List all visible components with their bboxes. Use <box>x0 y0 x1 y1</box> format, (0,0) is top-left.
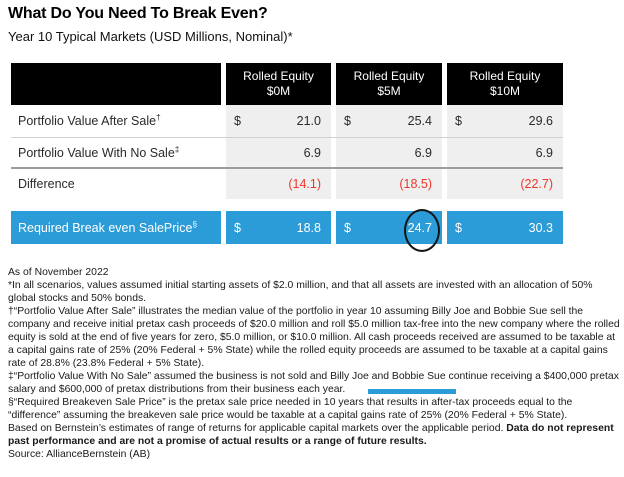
table-row-portfolio-value-after-sale: Portfolio Value After Sale† $ 21.0 $ 25.… <box>11 105 563 138</box>
cell-value: 6.9 <box>414 145 432 160</box>
column-header-rolled-equity-10m: Rolled Equity $10M <box>447 63 563 105</box>
cell-currency: $ <box>344 220 351 235</box>
footnote-star: *In all scenarios, values assumed initia… <box>8 280 593 304</box>
col-header-line1: Rolled Equity <box>243 69 314 83</box>
disclaimer: Based on Bernstein’s estimates of range … <box>8 422 620 448</box>
table-row-required-breakeven-sale-price: Required Break even SalePrice§ $ 18.8 $ … <box>11 211 563 244</box>
footnote-section: §“Required Breakeven Sale Price” is the … <box>8 397 573 421</box>
cell-currency: $ <box>234 114 241 128</box>
footnote-marker: ‡ <box>174 143 180 154</box>
column-header-rolled-equity-0m: Rolled Equity $0M <box>226 63 331 105</box>
cell-value: 18.8 <box>296 220 321 235</box>
table-cell: 6.9 <box>226 138 331 167</box>
table-row-difference: Difference (14.1) (18.5) (22.7) <box>11 169 563 199</box>
disclaimer-normal: Based on Bernstein’s estimates of range … <box>8 423 507 434</box>
col-header-line2: $0M <box>266 84 291 98</box>
cell-value: 6.9 <box>303 145 321 160</box>
col-header-line1: Rolled Equity <box>353 69 425 83</box>
breakeven-table: Rolled Equity $0M Rolled Equity $5M Roll… <box>11 63 563 244</box>
table-cell: $ 25.4 <box>336 105 442 137</box>
cell-currency: $ <box>455 114 462 128</box>
highlight-bar-annotation <box>368 389 456 394</box>
table-cell: $ 30.3 <box>447 211 563 244</box>
table-cell: (22.7) <box>447 169 563 199</box>
cell-currency: $ <box>455 220 462 235</box>
cell-value: 21.0 <box>296 114 321 128</box>
table-cell: $ 18.8 <box>226 211 331 244</box>
row-label: Difference <box>11 169 221 199</box>
col-header-line2: $5M <box>377 84 401 98</box>
page-subtitle: Year 10 Typical Markets (USD Millions, N… <box>8 29 293 44</box>
cell-value: 29.6 <box>528 114 553 128</box>
cell-value-negative: (18.5) <box>399 177 432 191</box>
cell-value-negative: (14.1) <box>288 177 321 191</box>
column-header-blank <box>11 63 221 105</box>
table-row-portfolio-value-no-sale: Portfolio Value With No Sale‡ 6.9 6.9 6.… <box>11 138 563 169</box>
cell-value: 25.4 <box>407 114 432 128</box>
table-cell: $ 21.0 <box>226 105 331 137</box>
cell-currency: $ <box>344 114 351 128</box>
footnote-dagger: †“Portfolio Value After Sale” illustrate… <box>8 306 620 369</box>
table-cell: 6.9 <box>447 138 563 167</box>
footnote-marker: § <box>192 218 198 229</box>
source-line: Source: AllianceBernstein (AB) <box>8 449 151 460</box>
footnotes-block: As of November 2022 *In all scenarios, v… <box>8 266 620 461</box>
disclaimer-bold: Data do not represent past performance a… <box>8 423 614 447</box>
col-header-line1: Rolled Equity <box>469 69 541 83</box>
row-label: Required Break even SalePrice§ <box>11 211 221 244</box>
table-cell: (14.1) <box>226 169 331 199</box>
table-cell: 6.9 <box>336 138 442 167</box>
cell-value: 30.3 <box>528 220 553 235</box>
row-label: Portfolio Value After Sale† <box>11 105 221 137</box>
page-title: What Do You Need To Break Even? <box>8 5 268 22</box>
table-header-row: Rolled Equity $0M Rolled Equity $5M Roll… <box>11 63 563 105</box>
circle-annotation <box>404 209 440 252</box>
cell-value: 6.9 <box>535 145 553 160</box>
footnote-asof: As of November 2022 <box>8 267 109 278</box>
col-header-line2: $10M <box>489 84 521 98</box>
footnote-marker: † <box>156 111 161 122</box>
table-cell: (18.5) <box>336 169 442 199</box>
cell-value-negative: (22.7) <box>520 177 553 191</box>
table-cell: $ 29.6 <box>447 105 563 137</box>
column-header-rolled-equity-5m: Rolled Equity $5M <box>336 63 442 105</box>
cell-currency: $ <box>234 220 241 235</box>
footnote-double-dagger: ‡“Portfolio Value With No Sale” assumed … <box>8 371 619 395</box>
row-label: Portfolio Value With No Sale‡ <box>11 138 221 167</box>
